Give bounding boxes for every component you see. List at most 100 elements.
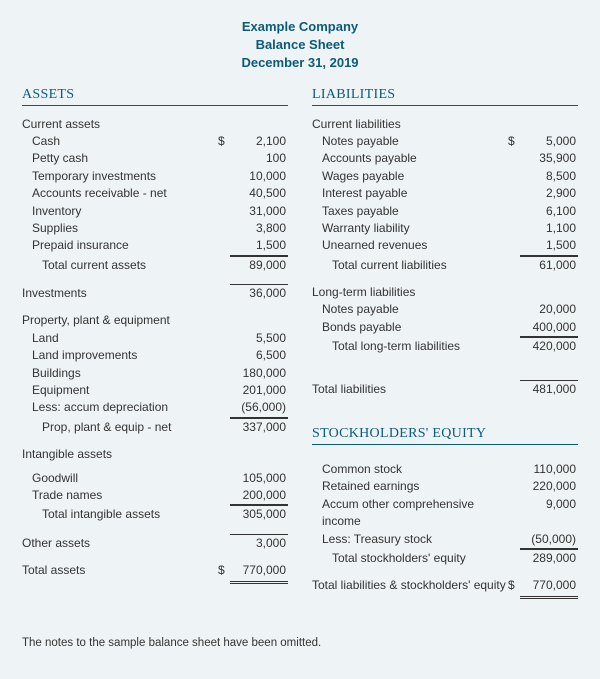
current-liabilities-group: Current liabilities Notes payable$5,000A… bbox=[312, 116, 578, 275]
intangible-items: Goodwill 105,000Trade names200,000 bbox=[22, 470, 288, 506]
other-assets-label: Other assets bbox=[22, 535, 218, 552]
total-liabilities-value: 481,000 bbox=[520, 380, 578, 398]
line-item-label: Less: accum depreciation bbox=[22, 399, 218, 416]
total-liabilities-label: Total liabilities bbox=[312, 381, 508, 398]
assets-column: ASSETS Current assets Cash$2,100Petty ca… bbox=[22, 87, 288, 609]
line-item: Accounts receivable - net 40,500 bbox=[22, 185, 288, 202]
line-item-label: Unearned revenues bbox=[312, 237, 508, 254]
line-item: Notes payable20,000 bbox=[312, 301, 578, 318]
line-item-value: 201,000 bbox=[230, 382, 288, 399]
line-item-value: 1,500 bbox=[520, 237, 578, 255]
currency-symbol: $ bbox=[218, 133, 230, 150]
line-item: Cash$2,100 bbox=[22, 133, 288, 150]
equity-items: Common stock110,000Retained earnings220,… bbox=[312, 461, 578, 549]
line-item-label: Goodwill bbox=[22, 470, 218, 487]
line-item-label: Warranty liability bbox=[312, 220, 508, 237]
line-item-value: (50,000) bbox=[520, 531, 578, 549]
line-item-value: 31,000 bbox=[230, 203, 288, 220]
intangible-group: Intangible assets Goodwill 105,000Trade n… bbox=[22, 446, 288, 524]
longterm-heading: Long-term liabilities bbox=[312, 284, 508, 301]
line-item: Less: accum depreciation(56,000) bbox=[22, 399, 288, 417]
equity-title: STOCKHOLDERS' EQUITY bbox=[312, 426, 578, 445]
investments-label: Investments bbox=[22, 285, 218, 302]
line-item-value: 220,000 bbox=[520, 478, 578, 495]
report-header: Example Company Balance Sheet December 3… bbox=[22, 18, 578, 73]
line-item-label: Buildings bbox=[22, 365, 218, 382]
total-current-assets-label: Total current assets bbox=[22, 257, 218, 274]
line-item-label: Notes payable bbox=[312, 301, 508, 318]
line-item: Unearned revenues 1,500 bbox=[312, 237, 578, 255]
longterm-items: Notes payable20,000Bonds payable400,000 bbox=[312, 301, 578, 337]
ppe-heading: Property, plant & equipment bbox=[22, 312, 218, 329]
line-item-value: 5,000 bbox=[520, 133, 578, 150]
ppe-total-label: Prop, plant & equip - net bbox=[22, 419, 218, 436]
line-item-label: Prepaid insurance bbox=[22, 237, 218, 254]
line-item: Less: Treasury stock (50,000) bbox=[312, 531, 578, 549]
intangible-heading: Intangible assets bbox=[22, 446, 218, 463]
footnote: The notes to the sample balance sheet ha… bbox=[22, 637, 578, 649]
liabilities-title: LIABILITIES bbox=[312, 87, 578, 106]
total-assets-value: 770,000 bbox=[230, 562, 288, 583]
line-item-value: 6,100 bbox=[520, 203, 578, 220]
line-item-label: Common stock bbox=[312, 461, 508, 478]
line-item: Land 5,500 bbox=[22, 330, 288, 347]
line-item-label: Inventory bbox=[22, 203, 218, 220]
current-assets-heading: Current assets bbox=[22, 116, 218, 133]
line-item-label: Supplies bbox=[22, 220, 218, 237]
line-item-value: 5,500 bbox=[230, 330, 288, 347]
line-item: Interest payable 2,900 bbox=[312, 185, 578, 202]
line-item-label: Land improvements bbox=[22, 347, 218, 364]
line-item-label: Accounts payable bbox=[312, 150, 508, 167]
longterm-total-label: Total long-term liabilities bbox=[312, 338, 508, 355]
balance-sheet: Example Company Balance Sheet December 3… bbox=[0, 0, 600, 679]
line-item-value: 1,100 bbox=[520, 220, 578, 237]
longterm-total-value: 420,000 bbox=[520, 337, 578, 355]
line-item: Common stock 110,000 bbox=[312, 461, 578, 478]
line-item: Trade names200,000 bbox=[22, 487, 288, 505]
line-item-label: Bonds payable bbox=[312, 319, 508, 336]
line-item-label: Land bbox=[22, 330, 218, 347]
report-title: Balance Sheet bbox=[22, 36, 578, 54]
line-item-value: 200,000 bbox=[230, 487, 288, 505]
equity-total-label: Total stockholders' equity bbox=[312, 550, 508, 567]
investments-value: 36,000 bbox=[230, 284, 288, 302]
intangible-total-value: 305,000 bbox=[230, 505, 288, 523]
line-item-value: 6,500 bbox=[230, 347, 288, 364]
total-current-assets-value: 89,000 bbox=[230, 256, 288, 274]
line-item: Goodwill 105,000 bbox=[22, 470, 288, 487]
line-item-value: 8,500 bbox=[520, 168, 578, 185]
line-item-value: 9,000 bbox=[520, 496, 578, 513]
line-item-value: 105,000 bbox=[230, 470, 288, 487]
line-item: Prepaid insurance1,500 bbox=[22, 237, 288, 255]
assets-title: ASSETS bbox=[22, 87, 288, 106]
line-item-value: 40,500 bbox=[230, 185, 288, 202]
line-item-label: Taxes payable bbox=[312, 203, 508, 220]
line-item-label: Interest payable bbox=[312, 185, 508, 202]
liabilities-equity-column: LIABILITIES Current liabilities Notes pa… bbox=[312, 87, 578, 609]
line-item-label: Accounts receivable - net bbox=[22, 185, 218, 202]
line-item-label: Less: Treasury stock bbox=[312, 531, 508, 548]
ppe-total-value: 337,000 bbox=[230, 418, 288, 436]
current-liabilities-heading: Current liabilities bbox=[312, 116, 508, 133]
line-item-label: Notes payable bbox=[312, 133, 508, 150]
ppe-group: Property, plant & equipment Land5,500Lan… bbox=[22, 312, 288, 436]
line-item-label: Cash bbox=[22, 133, 218, 150]
total-assets-label: Total assets bbox=[22, 562, 218, 579]
line-item-value: 110,000 bbox=[520, 461, 578, 478]
line-item: Land improvements 6,500 bbox=[22, 347, 288, 364]
line-item-value: 100 bbox=[230, 150, 288, 167]
line-item-value: 35,900 bbox=[520, 150, 578, 167]
line-item-label: Accum other comprehensive income bbox=[312, 496, 508, 531]
current-liabilities-items: Notes payable$5,000Accounts payable35,90… bbox=[312, 133, 578, 256]
line-item-value: 180,000 bbox=[230, 365, 288, 382]
line-item: Accounts payable 35,900 bbox=[312, 150, 578, 167]
ppe-items: Land5,500Land improvements6,500Buildings… bbox=[22, 330, 288, 418]
line-item-value: 3,800 bbox=[230, 220, 288, 237]
line-item: Buildings 180,000 bbox=[22, 365, 288, 382]
longterm-liabilities-group: Long-term liabilities Notes payable20,00… bbox=[312, 284, 578, 356]
equity-total-value: 289,000 bbox=[520, 549, 578, 567]
line-item: Wages payable8,500 bbox=[312, 168, 578, 185]
intangible-total-label: Total intangible assets bbox=[22, 506, 218, 523]
line-item: Accum other comprehensive income 9,000 bbox=[312, 496, 578, 531]
line-item-value: 2,900 bbox=[520, 185, 578, 202]
